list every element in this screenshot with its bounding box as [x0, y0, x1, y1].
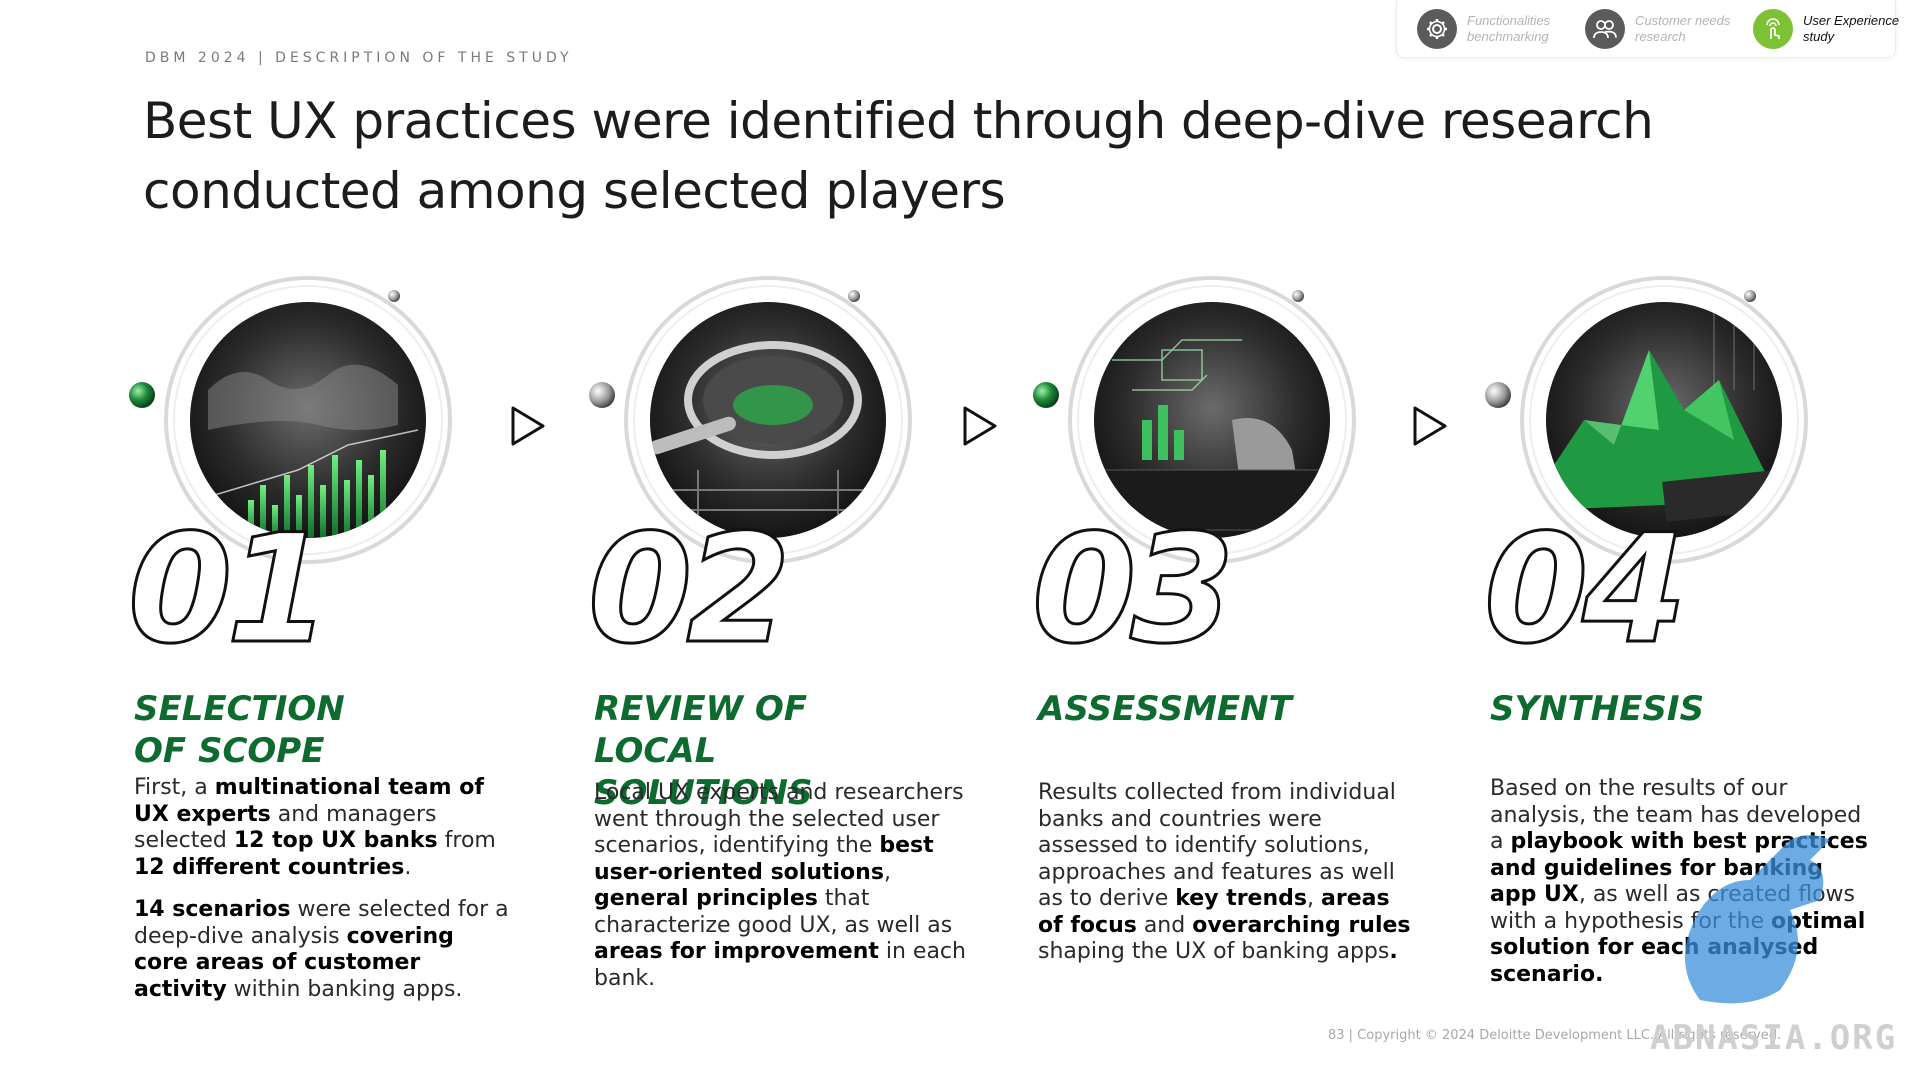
- text-run: and managers selected: [134, 801, 437, 854]
- text-run: First, a: [134, 775, 215, 800]
- step-title: REVIEW OF LOCAL SOLUTIONS: [594, 689, 813, 813]
- text-run: Based on the results of our analysis, th…: [1490, 776, 1862, 854]
- step-title: SYNTHESIS: [1490, 689, 1705, 729]
- bold-text: overarching rules: [1192, 912, 1411, 938]
- step-description: Local UX experts and researchers went th…: [594, 780, 974, 992]
- griffin-watermark-logo: [1685, 835, 1830, 1004]
- stage-nav: Functionalities benchmarking Customer ne…: [1396, 0, 1899, 58]
- page-title: Best UX practices were identified throug…: [143, 92, 1654, 220]
- bold-text: covering core areas of customer activity: [134, 923, 454, 1002]
- step-4-image: [1485, 276, 1808, 564]
- stage-item-ux-study[interactable]: User Experience study: [1753, 8, 1903, 49]
- bold-text: key trends: [1175, 886, 1307, 911]
- text-run: that characterize good UX, as well as: [594, 886, 953, 938]
- text-run: ,: [883, 859, 891, 885]
- description-paragraph: Results collected from individual banks …: [1038, 780, 1418, 966]
- bold-text: multinational team of UX experts: [134, 775, 484, 827]
- step-number: 01: [127, 503, 333, 677]
- step-description: Results collected from individual banks …: [1038, 780, 1418, 966]
- bold-text: areas of focus: [1038, 886, 1390, 938]
- step-2-image: [589, 276, 912, 564]
- bold-text: areas for improvement: [594, 939, 879, 964]
- bold-text: general principles: [594, 886, 818, 911]
- text-run: within banking apps.: [226, 976, 463, 1002]
- bold-text: 12 different countries: [134, 854, 405, 880]
- bold-text: 12 top UX banks: [233, 828, 438, 853]
- play-arrow-icon: [963, 406, 997, 446]
- step-synthesis: 04 SYNTHESIS Based on the results of our…: [1483, 270, 1920, 1030]
- text-run: Results collected from individual banks …: [1038, 780, 1396, 911]
- play-arrow-icon: [1413, 406, 1447, 446]
- step-number: 02: [587, 503, 793, 677]
- stage-item-customer-needs[interactable]: Customer needs research: [1585, 8, 1735, 49]
- step-number: 04: [1483, 503, 1689, 677]
- step-1-image: [129, 276, 452, 564]
- text-run: and: [1136, 912, 1193, 938]
- bold-text: .: [1389, 939, 1398, 964]
- breadcrumb: DBM 2024 | DESCRIPTION OF THE STUDY: [145, 50, 573, 66]
- step-description: First, a multinational team of UX expert…: [134, 775, 514, 1003]
- text-run: ,: [1307, 886, 1321, 911]
- text-run: were selected for a deep-dive analysis: [134, 897, 509, 949]
- stage-label: Customer needs research: [1635, 12, 1731, 44]
- description-paragraph: 14 scenarios were selected for a deep-di…: [134, 897, 514, 1003]
- text-run: from: [437, 828, 496, 853]
- step-number: 03: [1031, 503, 1237, 677]
- watermark-text: ABNASIA.ORG: [1650, 1018, 1898, 1058]
- stage-label: User Experience study: [1803, 12, 1900, 44]
- touch-icon: [1753, 8, 1793, 49]
- stage-label: Functionalities benchmarking: [1467, 12, 1551, 44]
- footer-copyright: 83 | Copyright © 2024 Deloitte Developme…: [1328, 1028, 1782, 1043]
- description-paragraph: Local UX experts and researchers went th…: [594, 780, 974, 992]
- text-run: Local UX experts and researchers went th…: [594, 780, 964, 858]
- description-paragraph: First, a multinational team of UX expert…: [134, 775, 514, 881]
- text-run: .: [404, 854, 412, 880]
- text-run: in each bank.: [594, 939, 966, 991]
- bold-text: best user-oriented solutions: [594, 833, 934, 885]
- people-icon: [1585, 8, 1625, 49]
- step-assessment: 03 ASSESSMENT Results collected from ind…: [1031, 270, 1472, 1030]
- step-title: ASSESSMENT: [1038, 689, 1292, 729]
- step-review-of-local-solutions: 02 REVIEW OF LOCAL SOLUTIONS Local UX ex…: [587, 270, 1028, 1030]
- stage-item-functionalities[interactable]: Functionalities benchmarking: [1417, 8, 1567, 49]
- text-run: shaping the UX of banking apps: [1038, 939, 1390, 964]
- step-3-image: [1033, 276, 1356, 564]
- play-arrow-icon: [511, 406, 545, 446]
- step-selection-of-scope: 01 SELECTION OF SCOPE First, a multinati…: [127, 270, 568, 1030]
- step-title: SELECTION OF SCOPE: [134, 689, 345, 771]
- gear-icon: [1417, 8, 1457, 49]
- bold-text: 14 scenarios: [134, 897, 291, 922]
